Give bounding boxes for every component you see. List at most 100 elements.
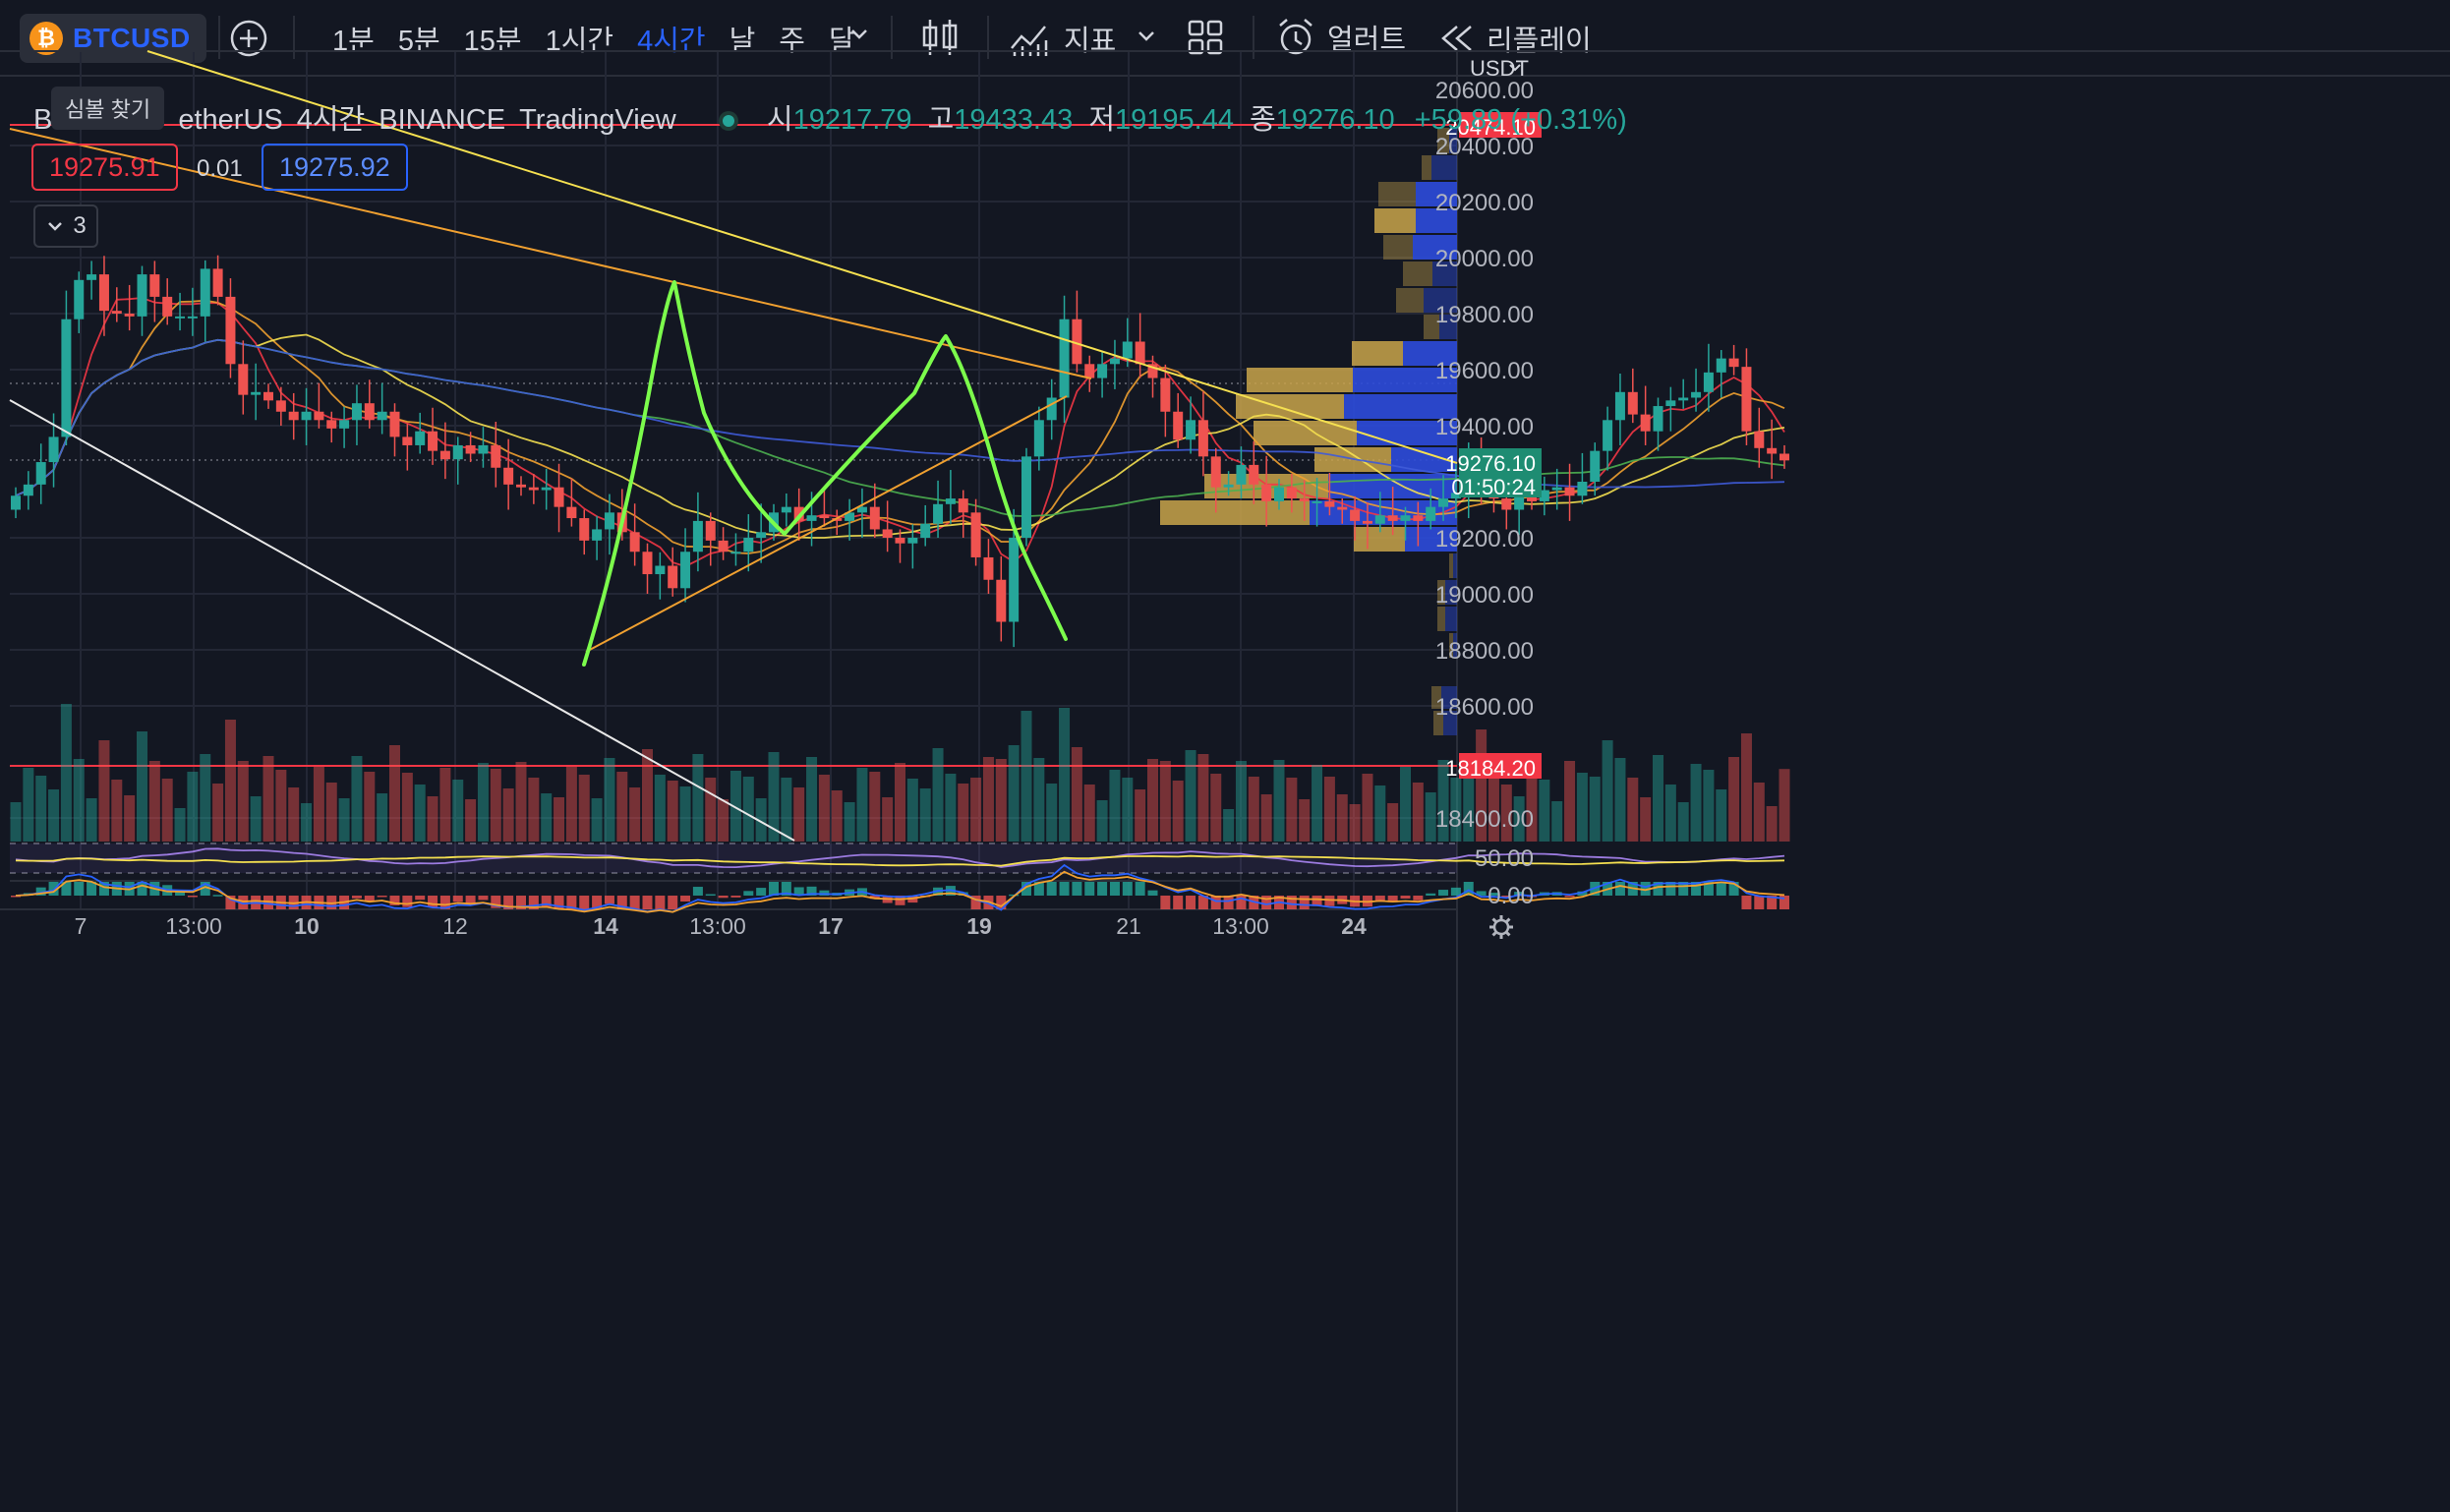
volume-bar — [515, 762, 527, 842]
candle-body — [945, 498, 956, 504]
candle-body — [554, 487, 564, 507]
low-value: 19195.44 — [1115, 104, 1234, 136]
macd-histogram-bar — [175, 891, 186, 896]
candle-body — [1779, 453, 1789, 461]
volume-bar — [1083, 785, 1095, 842]
trendline-orange[interactable] — [9, 128, 1092, 379]
candle-body — [1084, 364, 1095, 378]
volume-bar — [578, 775, 590, 842]
macd-histogram-bar — [1653, 882, 1663, 896]
time-axis: 7 13:00 10 12 14 13:00 17 19 21 13:00 24 — [75, 913, 1513, 939]
sell-price-button[interactable]: 19275.91 — [31, 144, 178, 191]
volume-bar — [1589, 777, 1601, 842]
macd-histogram-bar — [1021, 882, 1031, 896]
volume-bar — [1387, 803, 1399, 842]
gear-icon[interactable] — [1489, 915, 1513, 939]
macd-histogram-bar — [1122, 882, 1133, 896]
volume-bar — [565, 767, 577, 842]
candle-body — [1640, 414, 1651, 432]
candle-body — [48, 436, 59, 463]
candle-body — [1627, 391, 1638, 415]
gear-icon-tooth — [1505, 917, 1511, 923]
volume-bar — [465, 799, 477, 842]
volume-bar — [338, 798, 350, 842]
candle-body — [983, 556, 994, 580]
macd-histogram-bar — [1438, 890, 1449, 896]
trendline-support[interactable] — [585, 395, 1068, 653]
add-symbol-button[interactable] — [228, 18, 269, 59]
volume-bar — [1059, 708, 1071, 842]
macd-histogram-bar — [402, 896, 413, 907]
candle-body — [339, 420, 350, 429]
candle-body — [1577, 482, 1588, 496]
macd-histogram-bar — [895, 896, 905, 905]
volume-bar — [554, 797, 565, 842]
macd-histogram-bar — [604, 896, 614, 904]
candle-body — [718, 540, 729, 552]
volume-bar — [844, 802, 855, 842]
volume-bar — [1476, 729, 1488, 842]
macd-histogram-bar — [1173, 896, 1184, 909]
interval-dropdown[interactable] — [846, 20, 873, 47]
volume-bar — [174, 808, 186, 842]
volume-bar — [642, 749, 653, 842]
profile-bar-sell — [1403, 262, 1432, 286]
macd-histogram-bar — [1703, 882, 1714, 896]
volume-bar — [313, 767, 324, 842]
candle-body — [11, 495, 21, 510]
volume-bar — [705, 778, 717, 842]
macd-histogram-bar — [225, 896, 236, 909]
symbol-search-button[interactable]: ₿ BTCUSD — [20, 14, 206, 63]
profile-bar-buy — [1449, 128, 1457, 153]
toolbar-divider — [218, 16, 220, 59]
volume-bar — [718, 799, 729, 842]
macd-histogram-bar — [351, 896, 362, 899]
volume-bar — [48, 789, 60, 842]
volume-bar — [768, 752, 780, 842]
macd-histogram-bar — [579, 896, 590, 909]
chevron-down-icon — [48, 222, 63, 231]
trendline-yellow[interactable] — [146, 50, 1458, 464]
candle-body — [1337, 506, 1348, 510]
candle-body — [1312, 500, 1322, 503]
macd-histogram-bar — [1514, 892, 1525, 896]
candle-body — [528, 487, 539, 491]
gear-icon-tooth — [1491, 931, 1497, 937]
candle-body — [1716, 358, 1726, 373]
lower-alert-badge-bg — [1459, 753, 1542, 779]
candle-body — [364, 403, 375, 421]
volume-bar — [1463, 768, 1475, 842]
rsi-line — [15, 847, 1785, 869]
layout-button[interactable] — [1186, 18, 1225, 57]
candle-body — [389, 411, 400, 437]
macd-histogram-bar — [452, 896, 463, 902]
indicator-collapse-button[interactable]: 3 — [33, 204, 98, 248]
candle-body — [1173, 411, 1184, 440]
profile-bar-sell — [1437, 607, 1445, 631]
indicators-dropdown[interactable] — [1133, 22, 1160, 49]
candle-body — [1514, 493, 1525, 510]
profile-bar-sell — [1437, 128, 1449, 153]
candle-body — [478, 444, 489, 454]
macd-histogram-bar — [1450, 887, 1461, 896]
volume-bar — [958, 784, 969, 842]
chart-type-button[interactable] — [918, 16, 962, 59]
volume-bar — [389, 745, 400, 842]
buy-price-button[interactable]: 19275.92 — [262, 144, 408, 191]
candle-body — [301, 411, 312, 421]
freehand-drawing[interactable] — [582, 280, 1068, 667]
macd-histogram-bar — [1741, 896, 1752, 909]
candle-body — [668, 565, 678, 589]
candle-body — [1009, 538, 1020, 622]
candle-body — [251, 391, 262, 395]
chevron-down-icon[interactable] — [1509, 64, 1521, 72]
trendline-white[interactable] — [9, 399, 795, 842]
currency-selector[interactable]: USDT — [1470, 56, 1529, 81]
volume-bar — [856, 768, 868, 842]
volume-bar — [604, 758, 615, 842]
profile-bar-buy — [1416, 208, 1457, 233]
macd-histogram-bar — [769, 882, 779, 896]
profile-bar-buy — [1405, 527, 1457, 552]
